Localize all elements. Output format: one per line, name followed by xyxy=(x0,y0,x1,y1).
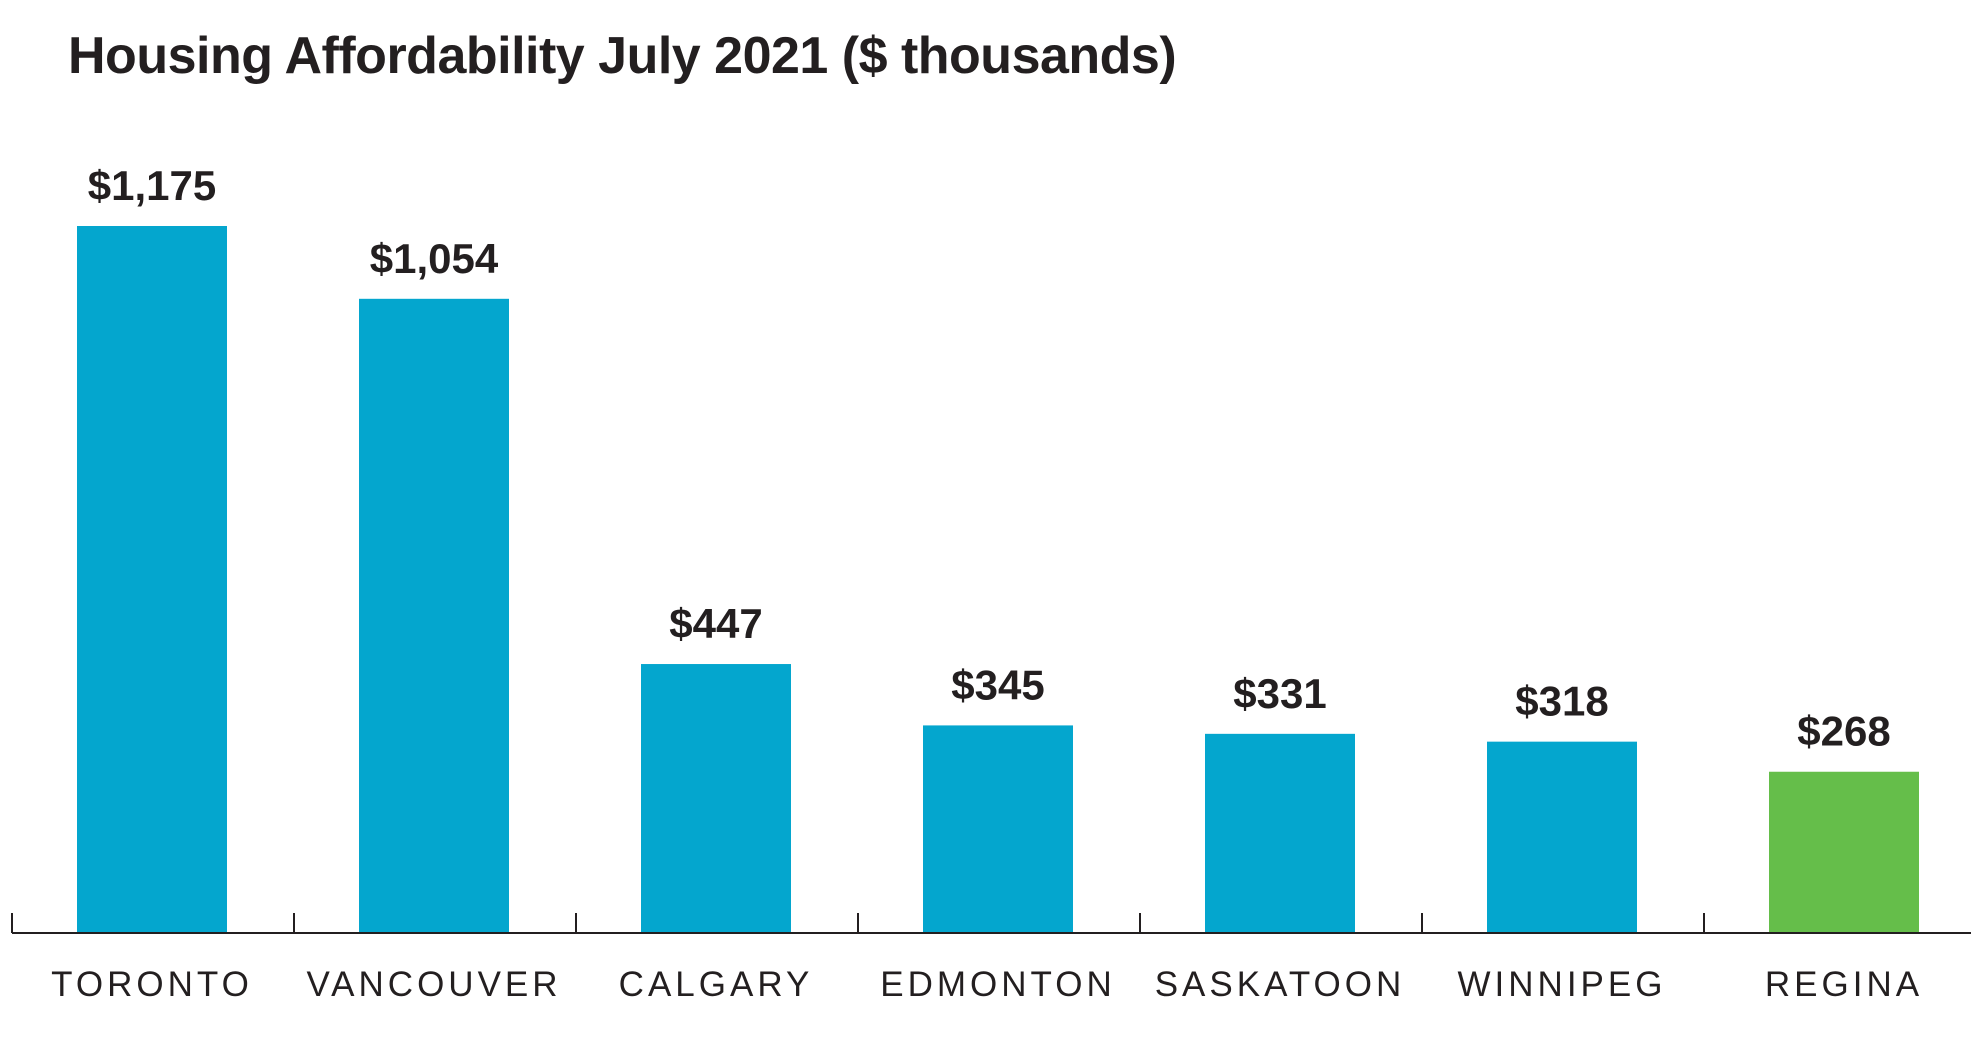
category-label-calgary: CALGARY xyxy=(619,965,814,1004)
bar-edmonton xyxy=(923,725,1073,933)
value-label-winnipeg: $318 xyxy=(1515,678,1608,725)
bar-winnipeg xyxy=(1487,741,1637,933)
category-label-vancouver: VANCOUVER xyxy=(306,965,561,1004)
value-label-vancouver: $1,054 xyxy=(370,235,499,282)
bar-toronto xyxy=(77,226,227,933)
value-label-saskatoon: $331 xyxy=(1233,670,1326,717)
category-label-toronto: TORONTO xyxy=(51,965,253,1004)
value-labels-layer: $1,175 $1,054 $447 $345 $331 $318 $268 xyxy=(88,162,1891,755)
value-label-toronto: $1,175 xyxy=(88,162,216,209)
bar-vancouver xyxy=(359,298,509,933)
category-label-edmonton: EDMONTON xyxy=(880,965,1116,1004)
category-label-winnipeg: WINNIPEG xyxy=(1458,965,1667,1004)
category-labels-layer: TORONTO VANCOUVER CALGARY EDMONTON SASKATOON… xyxy=(51,965,1923,1004)
bar-calgary xyxy=(641,664,791,933)
bar-regina xyxy=(1769,771,1919,933)
x-axis xyxy=(11,913,1971,934)
bar-saskatoon xyxy=(1205,733,1355,933)
category-label-saskatoon: SASKATOON xyxy=(1155,965,1406,1004)
bars-layer xyxy=(77,226,1919,933)
value-label-edmonton: $345 xyxy=(951,661,1044,708)
value-label-regina: $268 xyxy=(1797,708,1890,755)
chart-title: Housing Affordability July 2021 ($ thous… xyxy=(68,27,1177,85)
value-label-calgary: $447 xyxy=(669,600,762,647)
category-label-regina: REGINA xyxy=(1765,965,1923,1004)
